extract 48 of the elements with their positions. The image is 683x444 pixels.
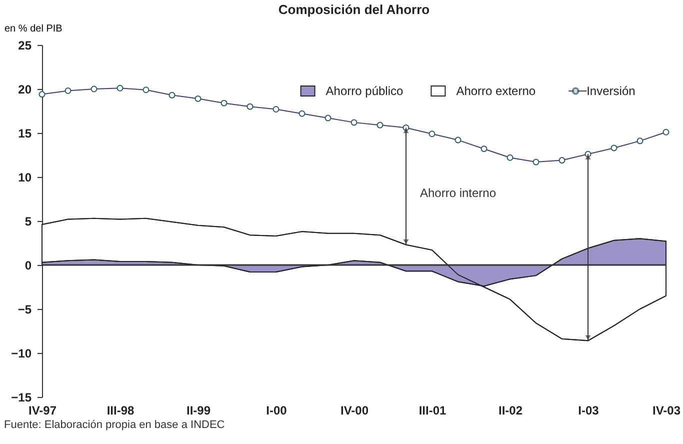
y-tick-label: −5: [18, 302, 32, 316]
annotation: Ahorro interno: [420, 186, 496, 200]
legend-label: Inversión: [586, 84, 636, 98]
point: [168, 92, 176, 98]
point: [324, 114, 332, 122]
y-tick-label: −10: [11, 346, 32, 360]
x-tick-label: IV-03: [652, 404, 681, 418]
x-tick-label: II-99: [186, 404, 211, 418]
chart-title: Composición del Ahorro: [278, 2, 430, 17]
point: [64, 88, 72, 94]
point: [454, 136, 462, 144]
y-tick-label: −15: [11, 390, 32, 404]
point: [38, 91, 46, 98]
point: [194, 95, 202, 102]
point: [558, 157, 566, 164]
point: [220, 100, 228, 106]
y-tick-label: 25: [18, 38, 32, 52]
point: [428, 130, 436, 138]
point: [480, 146, 488, 152]
x-tick-label: I-03: [578, 404, 600, 418]
point: [636, 138, 644, 144]
point: [298, 110, 306, 117]
x-tick-label: III-98: [106, 404, 134, 418]
y-tick-label: 20: [18, 82, 32, 96]
y-axis-title: en % del PIB: [4, 24, 63, 34]
legend-label: Ahorro público: [326, 84, 404, 98]
point: [90, 86, 98, 92]
x-tick-label: II-02: [498, 404, 523, 418]
x-tick-label: III-01: [418, 404, 446, 418]
x-tick-label: IV-00: [340, 404, 369, 418]
point: [272, 106, 280, 112]
y-tick-label: 0: [24, 258, 32, 272]
y-tick-label: 15: [18, 126, 32, 140]
legend-label: Ahorro externo: [456, 84, 536, 98]
point: [506, 154, 514, 161]
point: [662, 128, 670, 136]
point: [532, 158, 540, 166]
point: [610, 144, 618, 152]
x-tick-label: I-00: [266, 404, 288, 418]
point: [116, 84, 124, 92]
x-tick-label: IV-97: [28, 404, 57, 418]
source-note: Fuente: Elaboración propia en base a INDEC: [3, 419, 226, 431]
y-tick-label: 5: [24, 214, 32, 228]
y-tick-label: 10: [18, 170, 32, 184]
point: [350, 119, 358, 126]
point: [142, 86, 150, 94]
point: [376, 122, 384, 128]
point: [246, 103, 254, 110]
